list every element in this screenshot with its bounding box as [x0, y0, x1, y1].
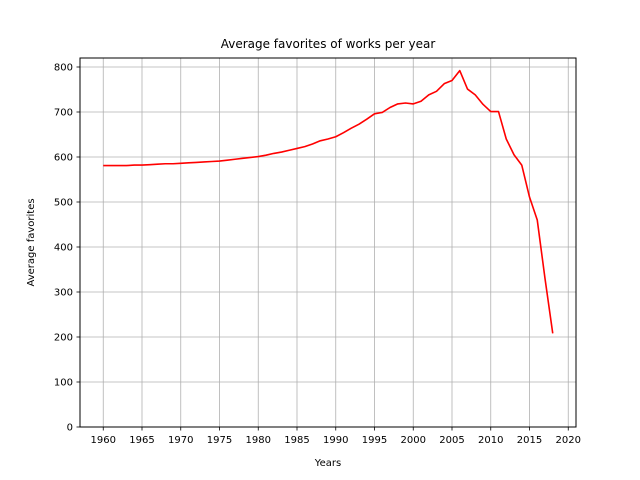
x-axis: 1960 1965 1970 1975 1980 1985 1990 1995 2000 2005…	[91, 427, 581, 446]
x-tick-label: 1980	[246, 435, 271, 446]
y-tick-label: 500	[54, 198, 73, 209]
x-tick-label: 2005	[439, 435, 464, 446]
y-axis: 0 100 200 300 400 500 600 700 800	[54, 63, 80, 434]
x-tick-label: 2000	[401, 435, 426, 446]
x-tick-label: 2015	[517, 435, 542, 446]
series-line	[103, 69, 554, 334]
y-tick-label: 700	[54, 108, 73, 119]
x-axis-label: Years	[314, 458, 341, 469]
x-tick-label: 1970	[168, 435, 193, 446]
y-axis-label: Average favorites	[26, 198, 37, 286]
y-tick-label: 800	[54, 63, 73, 74]
y-tick-label: 600	[54, 153, 73, 164]
x-tick-label: 2020	[556, 435, 581, 446]
y-tick-label: 300	[54, 288, 73, 299]
x-tick-label: 2010	[478, 435, 503, 446]
plot-frame	[79, 57, 577, 428]
y-tick-label: 200	[54, 333, 73, 344]
x-tick-label: 1960	[91, 435, 116, 446]
y-tick-label: 100	[54, 378, 73, 389]
series-layer	[103, 69, 554, 334]
chart-title: Average favorites of works per year	[221, 37, 436, 51]
x-tick-label: 1975	[207, 435, 232, 446]
x-tick-label: 1990	[323, 435, 348, 446]
y-tick-label: 400	[54, 243, 73, 254]
x-tick-label: 1985	[284, 435, 309, 446]
x-tick-label: 1965	[129, 435, 154, 446]
x-tick-label: 1995	[362, 435, 387, 446]
y-tick-label: 0	[67, 423, 73, 434]
